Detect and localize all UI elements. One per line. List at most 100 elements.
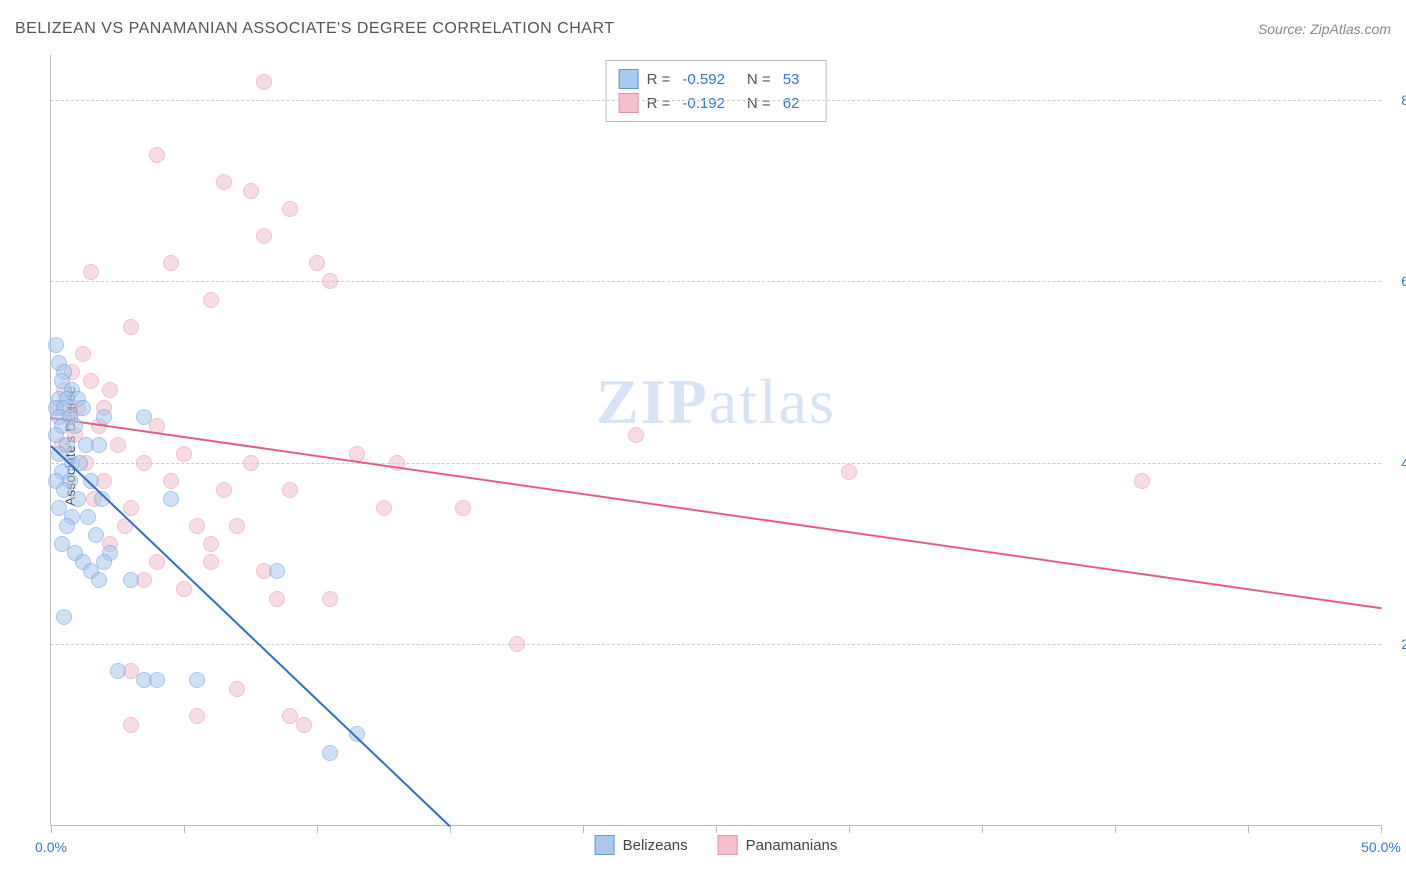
- data-point-panamanians: [102, 382, 118, 398]
- data-point-belizeans: [80, 509, 96, 525]
- data-point-belizeans: [322, 745, 338, 761]
- legend-item-belizeans: Belizeans: [595, 835, 688, 855]
- data-point-belizeans: [123, 572, 139, 588]
- x-tick: [51, 825, 52, 833]
- x-tick: [317, 825, 318, 833]
- x-tick: [583, 825, 584, 833]
- source-attribution: Source: ZipAtlas.com: [1258, 21, 1391, 37]
- data-point-panamanians: [282, 201, 298, 217]
- data-point-panamanians: [189, 518, 205, 534]
- data-point-panamanians: [149, 147, 165, 163]
- data-point-belizeans: [136, 409, 152, 425]
- data-point-belizeans: [269, 563, 285, 579]
- data-point-panamanians: [176, 581, 192, 597]
- data-point-panamanians: [83, 373, 99, 389]
- n-value-panamanians: 62: [783, 95, 800, 112]
- x-tick: [1248, 825, 1249, 833]
- title-bar: BELIZEAN VS PANAMANIAN ASSOCIATE'S DEGRE…: [15, 20, 1391, 38]
- chart-title: BELIZEAN VS PANAMANIAN ASSOCIATE'S DEGRE…: [15, 20, 615, 38]
- series-legend: Belizeans Panamanians: [595, 835, 838, 855]
- data-point-panamanians: [203, 292, 219, 308]
- y-tick-label: 40.0%: [1386, 455, 1406, 471]
- swatch-panamanians: [718, 835, 738, 855]
- gridline: [51, 644, 1381, 645]
- x-tick: [982, 825, 983, 833]
- trend-line-belizeans: [50, 445, 450, 827]
- data-point-panamanians: [203, 536, 219, 552]
- x-tick: [1381, 825, 1382, 833]
- data-point-panamanians: [110, 437, 126, 453]
- data-point-panamanians: [309, 255, 325, 271]
- data-point-belizeans: [70, 491, 86, 507]
- legend-row-belizeans: R = -0.592 N = 53: [619, 67, 814, 91]
- scatter-plot-area: ZIPatlas R = -0.592 N = 53 R = -0.192 N …: [50, 55, 1381, 826]
- data-point-panamanians: [163, 255, 179, 271]
- data-point-belizeans: [189, 672, 205, 688]
- data-point-panamanians: [229, 681, 245, 697]
- legend-row-panamanians: R = -0.192 N = 62: [619, 91, 814, 115]
- data-point-panamanians: [83, 264, 99, 280]
- data-point-panamanians: [243, 455, 259, 471]
- data-point-panamanians: [189, 708, 205, 724]
- data-point-belizeans: [88, 527, 104, 543]
- data-point-belizeans: [96, 409, 112, 425]
- y-tick-label: 80.0%: [1386, 92, 1406, 108]
- data-point-belizeans: [67, 418, 83, 434]
- data-point-panamanians: [282, 482, 298, 498]
- data-point-belizeans: [96, 554, 112, 570]
- data-point-panamanians: [75, 346, 91, 362]
- data-point-panamanians: [841, 464, 857, 480]
- x-tick: [184, 825, 185, 833]
- data-point-panamanians: [203, 554, 219, 570]
- data-point-panamanians: [229, 518, 245, 534]
- data-point-panamanians: [216, 174, 232, 190]
- swatch-belizeans: [619, 69, 639, 89]
- data-point-panamanians: [1134, 473, 1150, 489]
- r-value-belizeans: -0.592: [682, 71, 725, 88]
- data-point-belizeans: [91, 437, 107, 453]
- data-point-panamanians: [455, 500, 471, 516]
- gridline: [51, 281, 1381, 282]
- x-tick-label: 50.0%: [1361, 839, 1401, 855]
- r-value-panamanians: -0.192: [682, 95, 725, 112]
- data-point-belizeans: [48, 337, 64, 353]
- correlation-legend: R = -0.592 N = 53 R = -0.192 N = 62: [606, 60, 827, 122]
- data-point-panamanians: [123, 500, 139, 516]
- x-tick: [716, 825, 717, 833]
- data-point-panamanians: [376, 500, 392, 516]
- data-point-panamanians: [123, 319, 139, 335]
- x-tick: [849, 825, 850, 833]
- data-point-panamanians: [123, 717, 139, 733]
- trend-line-panamanians: [51, 417, 1381, 609]
- data-point-belizeans: [59, 518, 75, 534]
- data-point-panamanians: [509, 636, 525, 652]
- data-point-panamanians: [163, 473, 179, 489]
- data-point-belizeans: [110, 663, 126, 679]
- data-point-panamanians: [149, 554, 165, 570]
- x-tick: [1115, 825, 1116, 833]
- swatch-panamanians: [619, 93, 639, 113]
- legend-item-panamanians: Panamanians: [718, 835, 838, 855]
- y-tick-label: 20.0%: [1386, 636, 1406, 652]
- data-point-panamanians: [269, 591, 285, 607]
- data-point-panamanians: [243, 183, 259, 199]
- data-point-belizeans: [149, 672, 165, 688]
- data-point-belizeans: [163, 491, 179, 507]
- data-point-belizeans: [91, 572, 107, 588]
- data-point-panamanians: [256, 228, 272, 244]
- data-point-belizeans: [75, 400, 91, 416]
- data-point-panamanians: [136, 455, 152, 471]
- data-point-panamanians: [296, 717, 312, 733]
- data-point-belizeans: [56, 609, 72, 625]
- data-point-panamanians: [176, 446, 192, 462]
- data-point-panamanians: [322, 591, 338, 607]
- x-tick-label: 0.0%: [35, 839, 67, 855]
- data-point-panamanians: [256, 74, 272, 90]
- y-tick-label: 60.0%: [1386, 273, 1406, 289]
- n-value-belizeans: 53: [783, 71, 800, 88]
- gridline: [51, 100, 1381, 101]
- data-point-panamanians: [322, 273, 338, 289]
- swatch-belizeans: [595, 835, 615, 855]
- data-point-panamanians: [628, 427, 644, 443]
- data-point-panamanians: [216, 482, 232, 498]
